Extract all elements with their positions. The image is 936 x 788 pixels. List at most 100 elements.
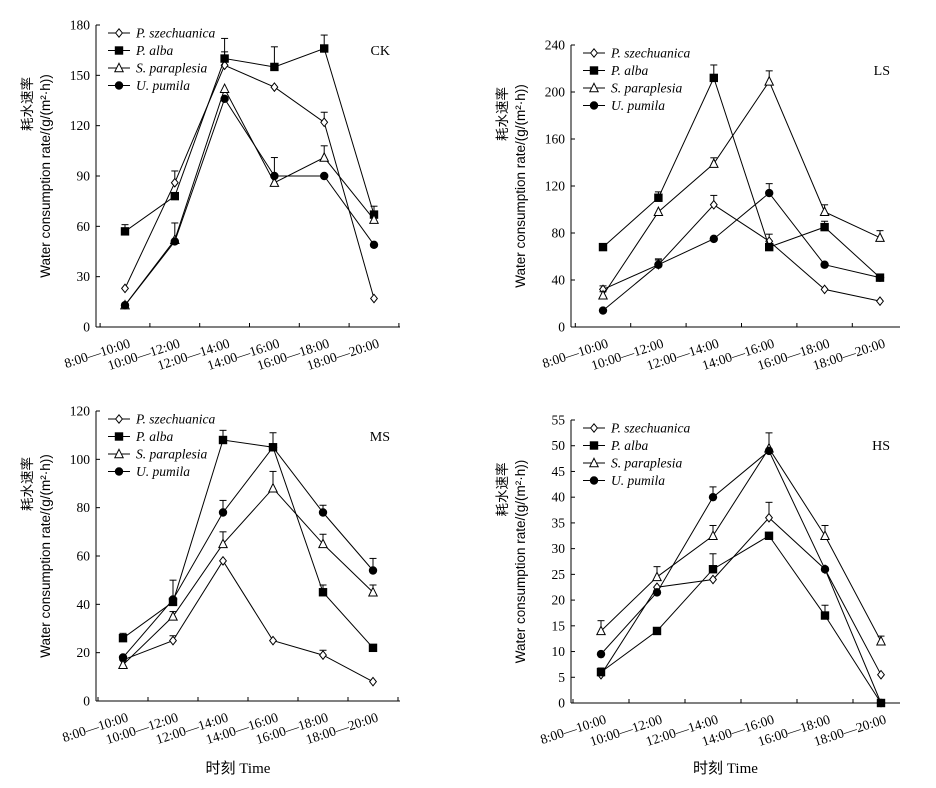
x-axis-label: 时刻 Time [206,760,271,777]
y-tick-label: 35 [552,515,566,530]
y-tick-label: 0 [558,320,565,335]
data-point [764,512,774,523]
data-point [708,492,718,502]
legend-marker [113,448,125,459]
x-axis-label: 时刻 Time [693,760,758,777]
series-p-szechuanica [118,555,378,687]
data-point [170,191,179,201]
y-tick-label: 55 [552,413,566,428]
y-tick-label: 40 [552,273,566,288]
data-point [875,273,885,282]
chart-panel-ms: 0204060801001208:00—10:0010:00—12:0012:0… [19,404,400,777]
legend-label: U. pumila [611,98,665,113]
series-p-szechuanica [596,501,886,680]
legend-marker [113,62,125,73]
y-tick-label: 50 [552,438,566,453]
data-point [651,571,663,582]
data-point [220,94,229,104]
data-point [709,234,718,244]
series-s-paraplesia [597,70,886,300]
data-point [118,653,128,662]
data-point [219,82,230,93]
data-point [820,565,830,574]
data-point [654,260,663,269]
data-point [318,588,328,597]
data-point [654,193,663,202]
series-u-pumila [118,443,378,662]
series-u-pumila [120,94,379,310]
data-point [368,566,378,575]
legend-marker [114,432,124,441]
legend-marker [114,46,124,55]
data-point [819,206,830,217]
data-point [168,635,178,646]
data-point [269,176,280,187]
y-tick-label: 200 [545,85,566,100]
legend-label: P. alba [135,429,174,444]
y-axis-label-cn: 耗水速率 [494,87,510,141]
y-tick-label: 40 [552,490,566,505]
data-point [595,625,607,636]
y-tick-label: 25 [552,567,566,582]
series-line [600,517,882,675]
data-point [267,482,279,493]
data-point [596,667,606,677]
data-point [320,117,329,128]
legend-label: P. alba [135,43,174,58]
data-point [217,538,229,549]
y-tick-label: 5 [558,670,565,685]
panel-label: MS [370,430,390,445]
y-tick-label: 30 [552,541,566,556]
series-line [602,80,881,296]
data-point [820,222,829,232]
data-point [707,529,719,540]
y-tick-label: 20 [77,645,91,660]
data-point [765,242,774,252]
y-tick-label: 0 [83,694,90,709]
series-line [602,204,881,302]
panel-label: LS [874,64,890,79]
legend-label: P. szechuanica [135,26,215,41]
legend-label: P. szechuanica [610,46,690,61]
data-point [596,649,606,659]
y-tick-label: 30 [77,269,91,284]
data-point [597,289,609,300]
data-point [320,171,329,181]
series-line [124,97,375,306]
data-point [369,240,379,249]
series-line [124,87,375,306]
data-point [170,237,179,246]
panel-label: HS [872,439,890,454]
legend-marker [589,476,599,485]
data-point [653,206,664,217]
series-line [122,559,374,683]
data-point [120,300,130,310]
data-point [598,306,608,315]
data-point [268,635,278,646]
legend-label: P. alba [610,63,649,78]
series-line [124,64,375,299]
data-point [270,82,279,93]
data-point [709,199,718,210]
y-axis-label-cn: 耗水速率 [19,77,35,131]
y-tick-label: 0 [558,696,565,711]
series-s-paraplesia [117,470,379,669]
y-tick-label: 100 [70,452,91,467]
data-point [167,610,179,621]
y-axis-label: Water consumption rate/(g/(m²·h)) [38,74,53,278]
legend-marker [114,413,124,425]
data-point [117,658,129,669]
legend-label: U. pumila [136,464,190,479]
data-point [368,643,378,653]
legend-label: P. szechuanica [135,412,215,427]
data-point [270,171,279,181]
data-point [218,555,228,566]
y-tick-label: 120 [70,404,91,419]
data-point [764,531,774,540]
series-u-pumila [596,446,886,708]
y-tick-label: 150 [70,68,91,83]
legend-label: S. paraplesia [136,447,208,462]
legend-label: S. paraplesia [611,81,683,96]
series-p-alba [596,531,886,708]
data-point [820,260,829,269]
